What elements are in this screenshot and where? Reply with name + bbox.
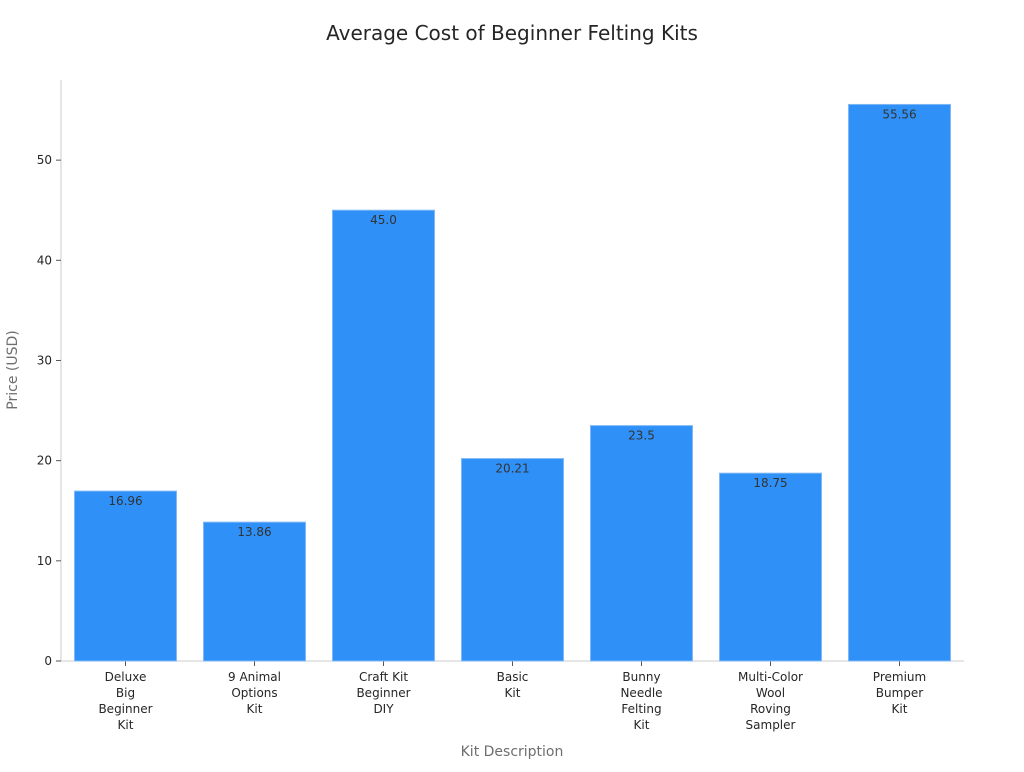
x-tick-label: Bunny Needle Felting Kit xyxy=(620,670,662,732)
x-tick-label: Premium Bumper Kit xyxy=(873,670,926,716)
x-tick-label: Basic Kit xyxy=(497,670,529,700)
category-labels-group: Deluxe Big Beginner Kit 9 Animal Options Kit Cr… xyxy=(98,670,926,732)
bar xyxy=(461,458,564,662)
x-tick-label: 9 Animal Options Kit xyxy=(228,670,281,716)
bar xyxy=(332,209,435,662)
bar-value-label: 18.75 xyxy=(753,476,787,490)
y-tick-label: 20 xyxy=(37,454,52,468)
x-tick-label: Deluxe Big Beginner Kit xyxy=(98,670,152,732)
x-axis-label: Kit Description xyxy=(461,744,564,760)
bar-value-label: 23.5 xyxy=(628,429,655,443)
bar-value-label: 16.96 xyxy=(108,494,142,508)
bar xyxy=(74,490,177,662)
bar xyxy=(719,472,822,662)
chart-title: Average Cost of Beginner Felting Kits xyxy=(326,21,698,45)
bar xyxy=(590,425,693,662)
x-tick-label: Craft Kit Beginner DIY xyxy=(356,670,410,716)
y-tick-label: 50 xyxy=(37,153,52,167)
bar xyxy=(203,521,306,662)
y-tick-label: 30 xyxy=(37,353,52,367)
value-labels-group: 16.96 13.86 45.0 20.21 23.5 18.75 55.56 xyxy=(108,107,916,539)
y-tick-label: 40 xyxy=(37,253,52,267)
bar-value-label: 45.0 xyxy=(370,213,397,227)
bar-value-label: 55.56 xyxy=(882,107,916,121)
bars-group xyxy=(74,103,951,662)
bar xyxy=(848,103,951,662)
bar-value-label: 13.86 xyxy=(237,525,271,539)
y-axis-label: Price (USD) xyxy=(5,330,21,409)
y-tick-label: 0 xyxy=(44,654,52,668)
bar-value-label: 20.21 xyxy=(495,462,529,476)
y-tick-label: 10 xyxy=(37,554,52,568)
x-tick-label: Multi-Color Wool Roving Sampler xyxy=(738,670,803,732)
